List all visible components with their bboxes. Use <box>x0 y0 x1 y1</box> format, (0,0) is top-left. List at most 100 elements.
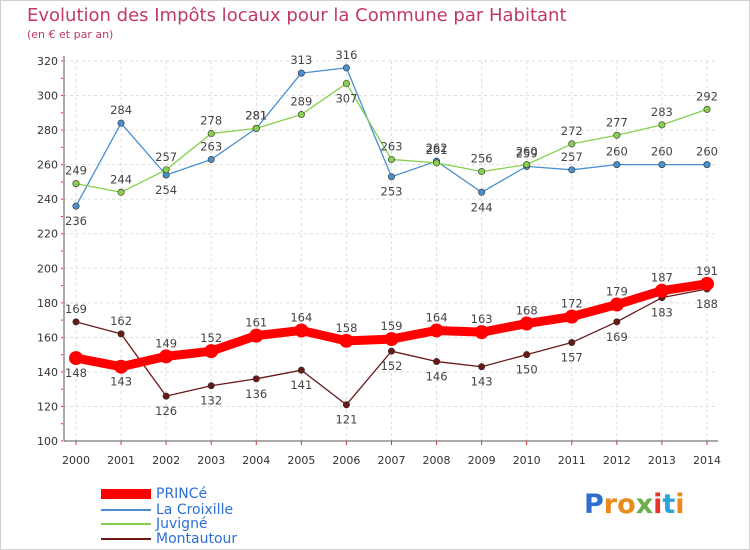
data-label: 257 <box>561 150 583 164</box>
data-label: 164 <box>426 310 448 324</box>
data-label: 136 <box>245 387 267 401</box>
x-tick-label: 2001 <box>107 454 135 467</box>
data-point <box>474 325 489 340</box>
data-point <box>207 382 215 390</box>
data-point <box>429 323 444 338</box>
y-axis: 100 120 140 160 180 200 220 240 260 280 300 320 <box>37 55 65 448</box>
data-label: 152 <box>381 359 403 373</box>
x-tick-label: 2008 <box>423 454 451 467</box>
data-label: 143 <box>471 375 493 389</box>
x-tick-label: 2005 <box>287 454 315 467</box>
data-label: 313 <box>290 53 312 67</box>
x-tick-label: 2013 <box>648 454 676 467</box>
data-point <box>72 202 80 210</box>
data-point <box>523 351 531 359</box>
x-tick-label: 2012 <box>603 454 631 467</box>
data-label: 281 <box>245 108 267 122</box>
data-point <box>162 392 170 400</box>
y-tick-label: 260 <box>37 159 58 172</box>
logo-letter: P <box>584 489 604 520</box>
data-point <box>478 168 486 176</box>
data-point <box>207 130 215 138</box>
data-point <box>162 166 170 174</box>
data-point <box>387 155 395 163</box>
series-princ- <box>69 276 714 374</box>
data-label: 162 <box>110 314 132 328</box>
data-point <box>117 119 125 127</box>
data-point <box>72 180 80 188</box>
x-tick-label: 2007 <box>377 454 405 467</box>
y-tick-label: 300 <box>37 90 58 103</box>
y-tick-label: 320 <box>37 55 58 68</box>
data-point <box>658 121 666 129</box>
data-label: 263 <box>200 139 222 153</box>
data-point <box>204 344 219 359</box>
legend-label: PRINCé <box>156 486 208 502</box>
data-point <box>249 328 264 343</box>
data-point <box>252 124 260 132</box>
x-tick-label: 2004 <box>242 454 270 467</box>
logo-letter: o <box>617 489 636 520</box>
data-label: 260 <box>516 145 538 159</box>
data-point <box>478 363 486 371</box>
y-tick-label: 200 <box>37 262 58 275</box>
x-tick-label: 2011 <box>558 454 586 467</box>
data-point <box>342 401 350 409</box>
y-tick-label: 140 <box>37 366 58 379</box>
data-label: 187 <box>651 271 673 285</box>
data-point <box>384 332 399 347</box>
data-point <box>613 161 621 169</box>
data-label: 236 <box>65 214 87 228</box>
data-label: 157 <box>561 351 583 365</box>
data-point <box>117 188 125 196</box>
data-point <box>297 69 305 77</box>
legend-swatch <box>101 489 151 499</box>
data-point <box>654 283 669 298</box>
data-label: 261 <box>426 143 448 157</box>
data-point <box>519 316 534 331</box>
data-label: 172 <box>561 297 583 311</box>
data-label: 283 <box>651 105 673 119</box>
data-label: 260 <box>606 145 628 159</box>
data-label: 188 <box>696 297 718 311</box>
x-tick-label: 2003 <box>197 454 225 467</box>
data-label: 169 <box>606 330 628 344</box>
logo-letter: i <box>675 489 685 520</box>
data-label: 121 <box>335 413 357 427</box>
data-point <box>478 188 486 196</box>
x-tick-label: 2009 <box>468 454 496 467</box>
data-point <box>568 166 576 174</box>
x-axis: 2000 2001 2002 2003 2004 2005 2006 2007 2008 2009… <box>62 440 721 467</box>
data-label: 249 <box>65 164 87 178</box>
data-point <box>69 351 83 366</box>
data-label: 183 <box>651 306 673 320</box>
data-label: 158 <box>335 321 357 335</box>
data-label: 169 <box>65 302 87 316</box>
data-point <box>342 64 350 72</box>
legend-label: Montautour <box>156 531 238 547</box>
data-label: 292 <box>696 89 718 103</box>
data-point <box>613 318 621 326</box>
data-point <box>114 359 129 374</box>
logo-letter: x <box>635 489 654 520</box>
data-point <box>433 159 441 167</box>
y-tick-label: 220 <box>37 228 58 241</box>
data-label: 256 <box>471 152 493 166</box>
x-tick-label: 2002 <box>152 454 180 467</box>
data-label: 143 <box>110 375 132 389</box>
data-point <box>297 366 305 374</box>
chart-subtitle: (en € et par an) <box>27 28 114 41</box>
data-label: 277 <box>606 115 628 129</box>
data-label: 164 <box>290 310 312 324</box>
data-label: 278 <box>200 114 222 128</box>
proxiti-logo: Proxiti <box>584 489 685 520</box>
data-label: 244 <box>110 172 132 186</box>
data-point <box>613 131 621 139</box>
data-label: 161 <box>245 316 267 330</box>
data-label: 146 <box>426 370 448 384</box>
data-point <box>568 140 576 148</box>
data-label: 253 <box>381 185 403 199</box>
x-tick-label: 2000 <box>62 454 90 467</box>
